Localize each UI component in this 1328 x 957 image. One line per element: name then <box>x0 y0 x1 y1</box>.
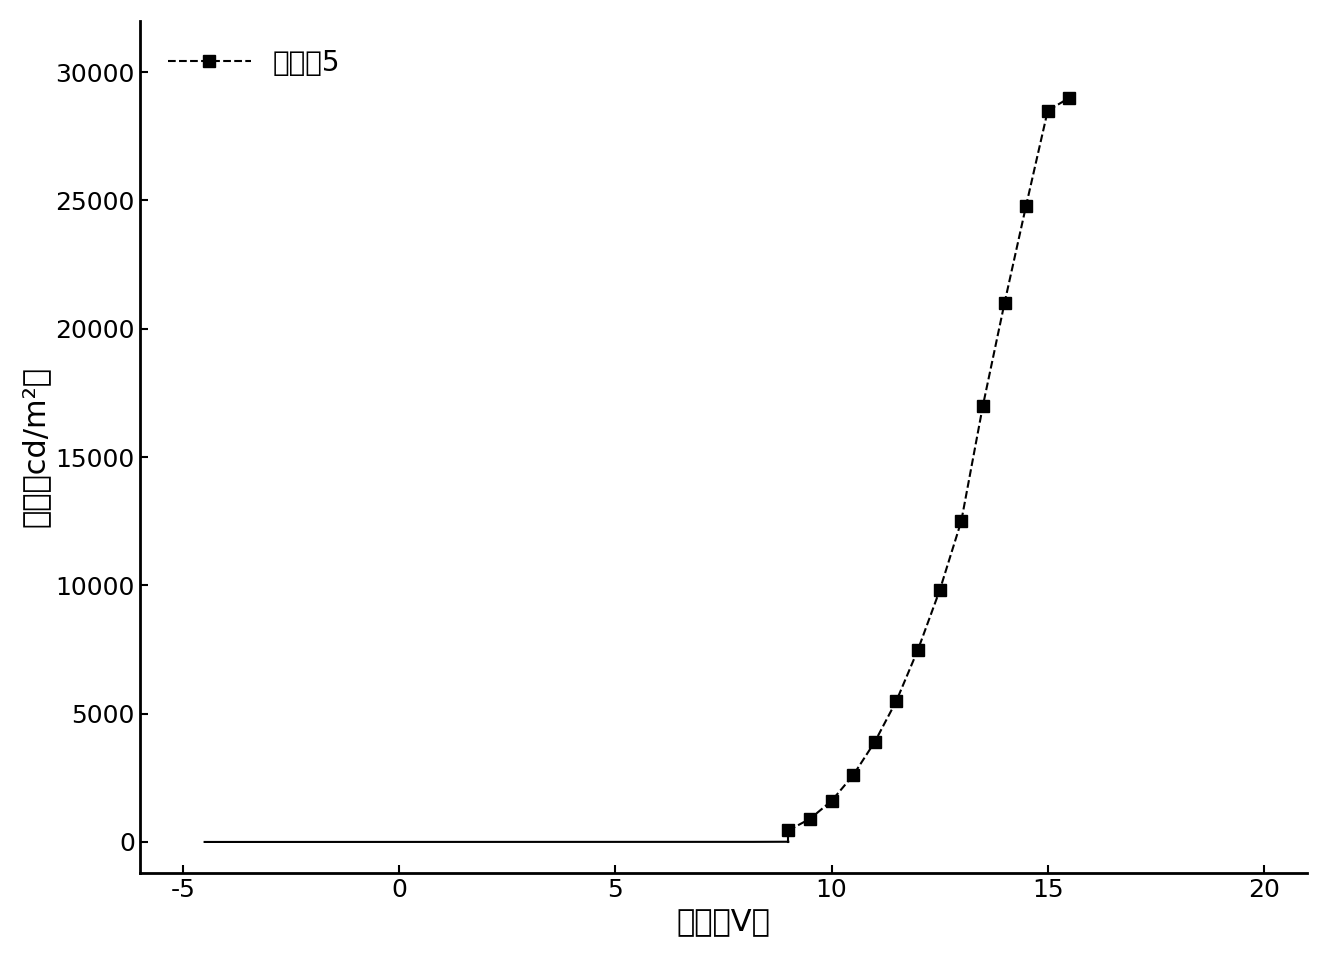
实施例5 <box>910 644 926 656</box>
实施例5 <box>845 769 861 781</box>
Line: 实施例5: 实施例5 <box>782 92 1074 836</box>
实施例5 <box>954 516 969 527</box>
实施例5 <box>1061 92 1077 103</box>
实施例5 <box>867 736 883 747</box>
实施例5 <box>1040 105 1056 117</box>
Y-axis label: 亮度（cd/m²）: 亮度（cd/m²） <box>21 367 50 527</box>
实施例5 <box>996 298 1012 309</box>
实施例5 <box>888 695 904 706</box>
实施例5 <box>932 585 948 596</box>
X-axis label: 电压（V）: 电压（V） <box>676 907 770 936</box>
实施例5 <box>1019 200 1035 211</box>
实施例5 <box>802 813 818 825</box>
实施例5 <box>823 795 839 807</box>
实施例5 <box>781 825 797 836</box>
实施例5 <box>975 400 991 412</box>
Legend: 实施例5: 实施例5 <box>154 34 355 91</box>
